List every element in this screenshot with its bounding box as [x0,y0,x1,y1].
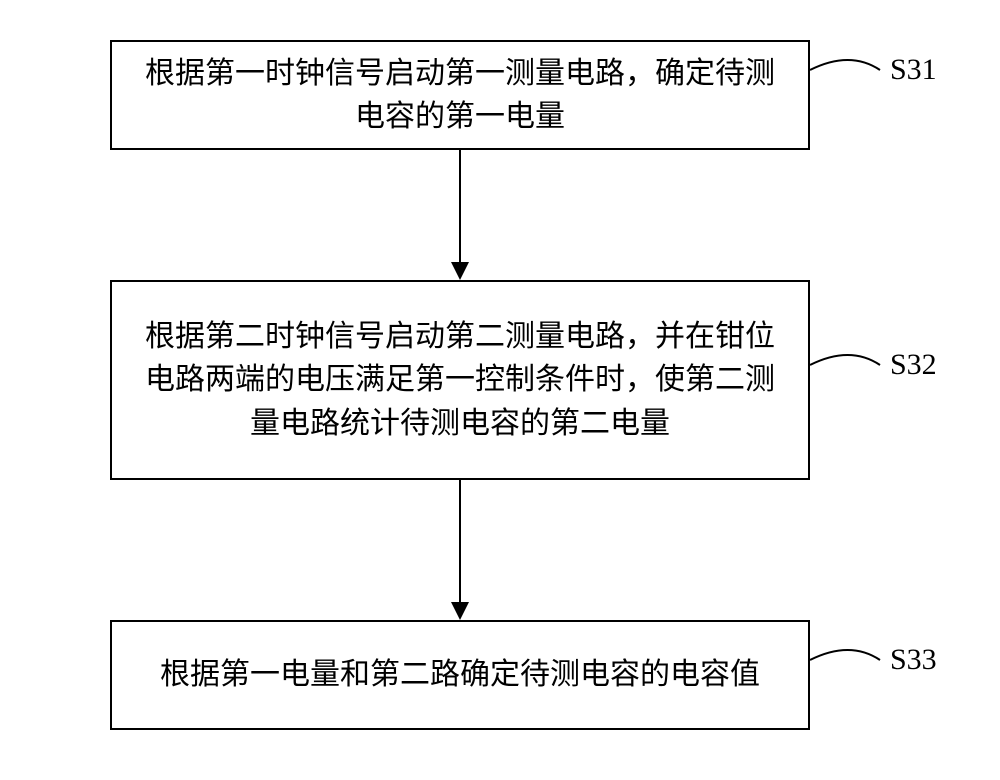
step-text-s32: 根据第二时钟信号启动第二测量电路，并在钳位电路两端的电压满足第一控制条件时，使第… [132,315,788,446]
step-box-s32: 根据第二时钟信号启动第二测量电路，并在钳位电路两端的电压满足第一控制条件时，使第… [110,280,810,480]
step-text-s33: 根据第一电量和第二路确定待测电容的电容值 [160,653,760,697]
step-box-s31: 根据第一时钟信号启动第一测量电路，确定待测电容的第一电量 [110,40,810,150]
step-text-s31: 根据第一时钟信号启动第一测量电路，确定待测电容的第一电量 [132,52,788,139]
step-label-s33: S33 [890,643,937,677]
step-box-s33: 根据第一电量和第二路确定待测电容的电容值 [110,620,810,730]
connector-s31 [810,50,890,90]
step-label-s32: S32 [890,348,937,382]
connector-s33 [810,640,890,680]
connector-s32 [810,345,890,385]
step-label-s31: S31 [890,53,937,87]
